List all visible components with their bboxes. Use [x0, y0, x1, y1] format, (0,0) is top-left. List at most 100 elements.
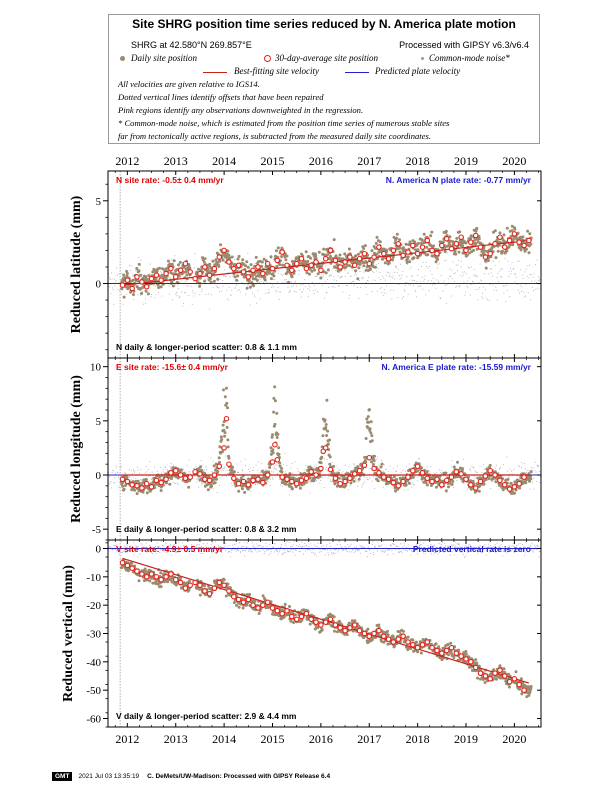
- common-mode-point: [529, 545, 531, 547]
- common-mode-point: [424, 275, 426, 277]
- average-point: [153, 477, 160, 484]
- common-mode-point: [338, 469, 340, 471]
- daily-point: [507, 245, 511, 249]
- daily-point: [177, 263, 180, 267]
- common-mode-point: [367, 479, 369, 481]
- common-mode-point: [191, 544, 193, 546]
- common-mode-point: [364, 550, 366, 553]
- average-point: [385, 476, 392, 483]
- common-mode-point: [328, 475, 330, 477]
- common-mode-point: [137, 556, 139, 558]
- common-mode-point: [303, 469, 305, 471]
- common-mode-point: [481, 472, 483, 474]
- daily-point: [223, 434, 227, 438]
- common-mode-point: [323, 486, 325, 489]
- common-mode-point: [309, 549, 311, 551]
- common-mode-point: [509, 296, 511, 298]
- common-mode-point: [329, 274, 331, 276]
- daily-point: [245, 286, 249, 290]
- common-mode-point: [315, 545, 317, 547]
- common-mode-point: [175, 292, 178, 294]
- daily-point: [288, 484, 291, 488]
- common-mode-point: [273, 468, 275, 470]
- common-mode-point: [346, 284, 348, 286]
- common-mode-point: [351, 280, 353, 283]
- common-mode-point: [429, 470, 431, 472]
- common-mode-point: [208, 281, 210, 283]
- daily-point: [373, 454, 376, 458]
- common-mode-point: [517, 543, 520, 545]
- daily-point: [122, 273, 126, 277]
- daily-point: [226, 406, 229, 410]
- common-mode-point: [397, 551, 399, 553]
- average-point: [381, 474, 387, 480]
- daily-point: [276, 432, 280, 436]
- common-mode-point: [389, 272, 391, 274]
- common-mode-point: [440, 472, 442, 474]
- average-point: [342, 259, 348, 265]
- common-mode-point: [437, 553, 439, 555]
- daily-point: [224, 386, 228, 390]
- common-mode-point: [508, 550, 510, 552]
- common-mode-point: [465, 291, 467, 293]
- common-mode-point: [403, 542, 405, 544]
- common-mode-point: [375, 545, 377, 547]
- average-point: [182, 475, 189, 482]
- common-mode-point: [419, 285, 421, 287]
- common-mode-point: [331, 286, 333, 288]
- common-mode-point: [330, 275, 332, 277]
- common-mode-point: [407, 544, 409, 546]
- common-mode-point: [487, 299, 489, 301]
- common-mode-point: [538, 556, 540, 558]
- average-point: [303, 265, 310, 272]
- common-mode-point: [354, 272, 356, 274]
- common-mode-point: [271, 284, 273, 286]
- daily-point: [304, 250, 308, 254]
- common-mode-point: [300, 284, 302, 286]
- common-mode-point: [393, 467, 395, 469]
- common-mode-point: [495, 290, 497, 292]
- daily-point: [268, 466, 272, 469]
- common-mode-point: [517, 549, 519, 551]
- average-point: [211, 265, 218, 272]
- common-mode-point: [401, 297, 403, 299]
- common-mode-point: [277, 472, 279, 474]
- legend-daily-label: Daily site position: [131, 53, 197, 63]
- common-mode-point: [251, 551, 253, 553]
- common-mode-point: [454, 272, 456, 274]
- common-mode-point: [224, 466, 226, 468]
- common-mode-point: [209, 556, 211, 558]
- daily-point: [226, 249, 230, 253]
- average-point: [158, 479, 164, 486]
- daily-point: [398, 238, 401, 242]
- common-mode-point: [203, 542, 205, 544]
- common-mode-point: [473, 268, 475, 270]
- daily-point: [328, 257, 332, 261]
- common-mode-point: [116, 467, 118, 469]
- average-point: [298, 477, 305, 484]
- daily-point: [225, 401, 229, 405]
- common-mode-point: [115, 279, 117, 282]
- daily-point: [124, 484, 127, 487]
- common-mode-point: [471, 465, 473, 467]
- common-mode-point: [113, 545, 115, 547]
- common-mode-point: [486, 262, 488, 264]
- common-mode-point: [459, 546, 461, 548]
- daily-point: [456, 460, 459, 464]
- daily-point: [404, 483, 408, 487]
- common-mode-point: [149, 540, 151, 542]
- daily-point: [422, 232, 426, 236]
- common-mode-point: [438, 551, 441, 553]
- common-mode-point: [178, 541, 180, 543]
- common-mode-point: [382, 550, 384, 552]
- daily-point: [380, 462, 384, 466]
- common-mode-point: [225, 455, 227, 457]
- common-mode-point: [296, 545, 298, 547]
- average-point: [405, 474, 411, 480]
- daily-point: [516, 231, 520, 235]
- common-mode-point: [160, 271, 162, 273]
- common-mode-point: [119, 467, 121, 469]
- common-mode-point: [492, 550, 494, 553]
- legend-common-mode-label: Common-mode noise*: [429, 53, 510, 63]
- common-mode-point: [310, 482, 312, 484]
